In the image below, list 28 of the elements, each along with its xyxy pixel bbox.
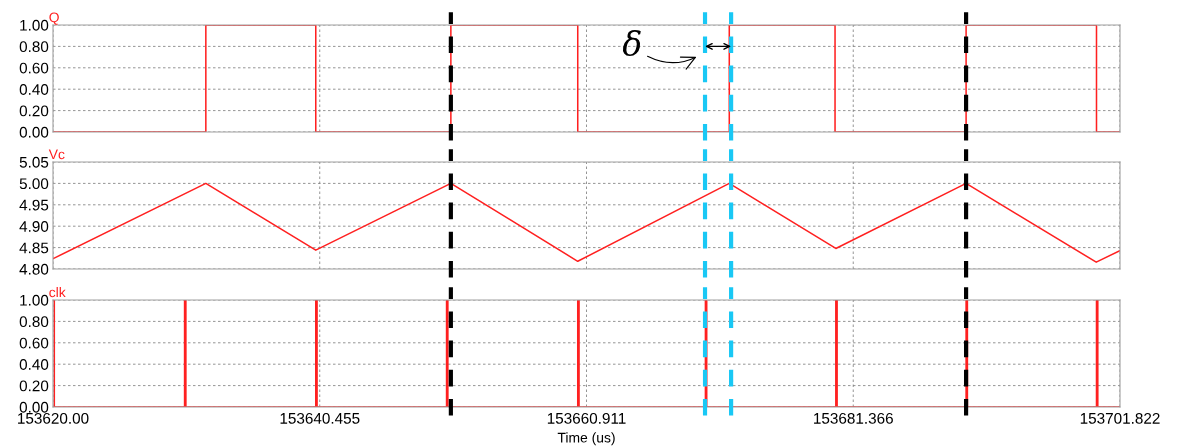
- y-tick-label: 0.20: [19, 105, 49, 117]
- y-tick-label: 5.00: [19, 178, 49, 190]
- x-tick-label: 153640.455: [280, 412, 360, 424]
- x-tick-label: 153701.822: [1080, 412, 1160, 424]
- x-tick-label: 153681.366: [814, 412, 893, 424]
- x-tick-label: 153620.00: [18, 412, 89, 424]
- y-tick-label: 0.00: [19, 126, 49, 138]
- y-tick-label: 0.00: [19, 401, 49, 413]
- y-tick-label: 0.60: [19, 62, 49, 74]
- y-tick-label: 0.80: [19, 316, 49, 328]
- y-tick-label: 4.80: [19, 263, 49, 275]
- annotation: δ: [622, 30, 641, 57]
- y-tick-label: 4.85: [19, 242, 49, 254]
- y-tick-label: 0.60: [19, 337, 49, 349]
- y-tick-label: 0.40: [19, 359, 49, 370]
- y-tick-label: 5.05: [19, 156, 49, 168]
- y-tick-label: 0.80: [19, 41, 49, 53]
- y-tick-label: 4.90: [19, 221, 49, 232]
- y-tick-label: 0.40: [19, 84, 49, 95]
- y-tick-label: 4.95: [19, 199, 49, 211]
- y-tick-label: 1.00: [20, 294, 49, 306]
- chart-title: Q: [49, 12, 59, 25]
- x-tick-label: 153660.911: [547, 412, 626, 424]
- chart-title: clk: [49, 287, 66, 298]
- y-tick-label: 1.00: [20, 19, 49, 31]
- y-tick-label: 0.20: [19, 380, 49, 392]
- chart-title: Vc: [48, 149, 65, 160]
- x-axis-title: Time (us): [557, 432, 615, 446]
